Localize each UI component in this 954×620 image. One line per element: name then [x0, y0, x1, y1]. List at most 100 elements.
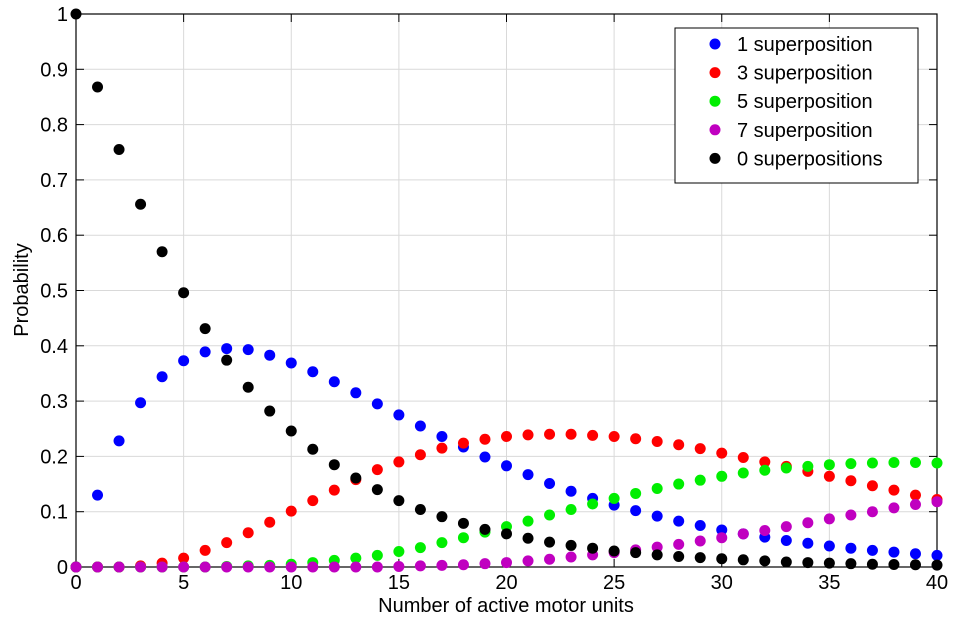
x-tick-label: 30 — [711, 572, 733, 594]
data-point — [845, 475, 857, 487]
data-point — [565, 485, 577, 497]
data-point — [92, 489, 104, 501]
data-point — [178, 561, 190, 573]
data-point — [307, 561, 319, 573]
data-point — [694, 474, 706, 486]
data-point — [221, 354, 233, 366]
data-point — [92, 81, 104, 93]
data-point — [92, 561, 104, 573]
data-point — [759, 525, 771, 537]
data-point — [780, 556, 792, 568]
y-tick-label: 0.8 — [40, 115, 68, 137]
data-point — [630, 547, 642, 559]
data-point — [436, 559, 448, 571]
data-point — [221, 537, 233, 549]
data-point — [393, 546, 405, 558]
y-axis-label: Probability — [11, 243, 33, 336]
data-point — [393, 409, 405, 421]
data-point — [457, 532, 469, 544]
data-point — [522, 515, 534, 527]
data-point — [393, 560, 405, 572]
data-point — [371, 484, 383, 496]
y-tick-label: 0.7 — [40, 170, 68, 192]
data-point — [931, 496, 943, 508]
data-point — [780, 462, 792, 474]
data-point — [630, 487, 642, 499]
data-point — [199, 346, 211, 358]
data-point — [501, 528, 512, 540]
data-point — [242, 344, 254, 356]
data-point — [716, 532, 728, 544]
data-point — [909, 548, 921, 560]
data-point — [802, 517, 814, 529]
data-point — [414, 560, 426, 572]
data-point — [802, 460, 814, 472]
data-point — [845, 458, 857, 470]
data-point — [931, 559, 943, 571]
data-point — [737, 554, 749, 566]
data-point — [716, 524, 728, 536]
data-point — [823, 470, 835, 482]
data-point — [823, 459, 835, 471]
data-point — [845, 509, 857, 521]
data-point — [522, 429, 534, 441]
data-point — [845, 558, 857, 570]
data-point — [608, 492, 620, 504]
data-point — [737, 452, 749, 464]
data-point — [285, 505, 297, 517]
data-point — [457, 437, 469, 449]
x-axis-label: Number of active motor units — [378, 595, 634, 617]
data-point — [716, 470, 728, 482]
data-point — [436, 537, 448, 549]
data-point — [888, 546, 900, 558]
data-point — [866, 506, 878, 518]
legend-marker — [709, 38, 721, 50]
data-point — [823, 540, 835, 552]
data-point — [823, 557, 835, 569]
data-point — [328, 561, 340, 573]
legend-marker — [709, 152, 721, 164]
series-3 — [70, 496, 943, 573]
data-point — [716, 553, 728, 565]
data-point — [694, 535, 706, 547]
data-point — [221, 561, 233, 573]
data-point — [845, 542, 857, 554]
data-point — [651, 482, 663, 494]
data-point — [371, 561, 383, 573]
data-point — [414, 449, 426, 461]
data-point — [307, 366, 319, 378]
data-point — [113, 561, 125, 573]
data-point — [909, 559, 921, 571]
data-point — [371, 549, 383, 561]
data-point — [909, 489, 921, 501]
data-point — [673, 538, 685, 550]
data-point — [242, 381, 254, 393]
data-point — [501, 430, 512, 442]
data-point — [307, 495, 319, 507]
data-point — [414, 503, 426, 515]
data-point — [673, 478, 685, 490]
data-point — [780, 534, 792, 546]
data-point — [802, 537, 814, 549]
data-point — [135, 397, 147, 409]
y-tick-label: 0.5 — [40, 281, 68, 303]
x-tick-label: 20 — [495, 572, 517, 594]
x-tick-label: 40 — [926, 572, 948, 594]
data-point — [759, 555, 771, 567]
data-point — [264, 349, 276, 361]
data-point — [565, 503, 577, 515]
data-point — [651, 549, 663, 561]
data-point — [178, 552, 190, 564]
data-point — [522, 532, 534, 544]
data-point — [651, 541, 663, 553]
data-point — [909, 456, 921, 468]
data-point — [264, 516, 276, 528]
data-point — [156, 371, 168, 383]
data-point — [350, 561, 362, 573]
data-point — [479, 523, 491, 535]
data-point — [694, 520, 706, 532]
data-point — [802, 557, 814, 569]
series-4 — [70, 8, 943, 571]
data-point — [565, 551, 577, 563]
legend-label: 0 superpositions — [737, 148, 883, 170]
